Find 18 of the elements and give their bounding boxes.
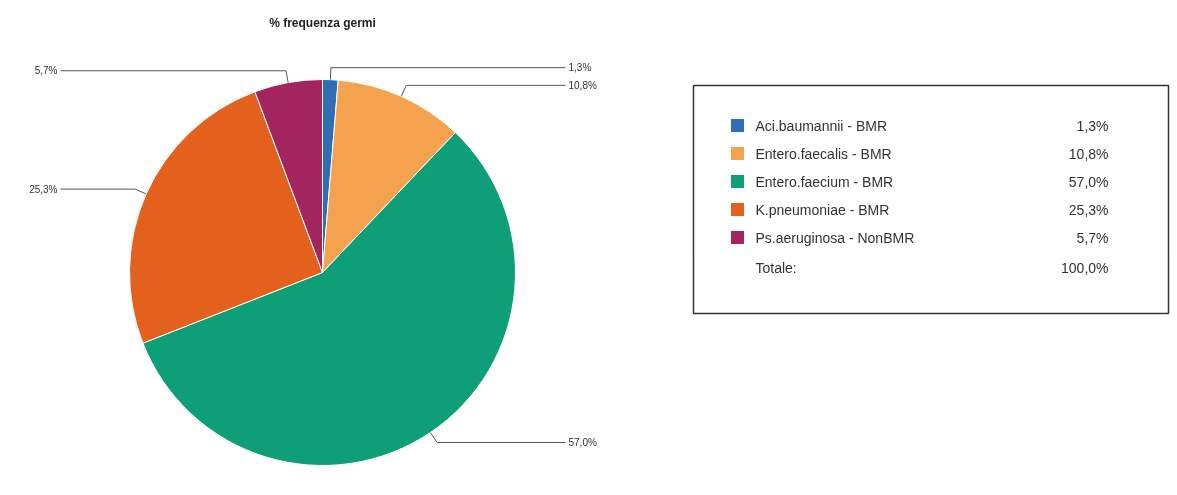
text: 10,8% xyxy=(1068,145,1109,162)
text: Totale: xyxy=(755,259,797,276)
legend-label: K.pneumoniae - BMR xyxy=(755,201,890,218)
text: 5,7% xyxy=(1076,229,1109,246)
text: 25,3% xyxy=(1068,201,1109,218)
legend-label: Entero.faecalis - BMR xyxy=(755,145,892,162)
data-label: 25,3% xyxy=(29,183,58,195)
data-label: 57,0% xyxy=(568,436,597,448)
data-label: 1,3% xyxy=(568,62,592,74)
legend-label: Entero.faecium - BMR xyxy=(755,173,894,190)
data-label: 10,8% xyxy=(568,79,597,91)
legend-label: Ps.aeruginosa - NonBMR xyxy=(755,229,915,246)
text: 1,3% xyxy=(1076,117,1109,134)
data-label: 5,7% xyxy=(34,65,58,77)
legend-label: Aci.baumannii - BMR xyxy=(755,117,887,134)
text: 57,0% xyxy=(1068,173,1109,190)
text: 100,0% xyxy=(1061,259,1109,276)
chart-title: % frequenza germi xyxy=(269,15,376,30)
